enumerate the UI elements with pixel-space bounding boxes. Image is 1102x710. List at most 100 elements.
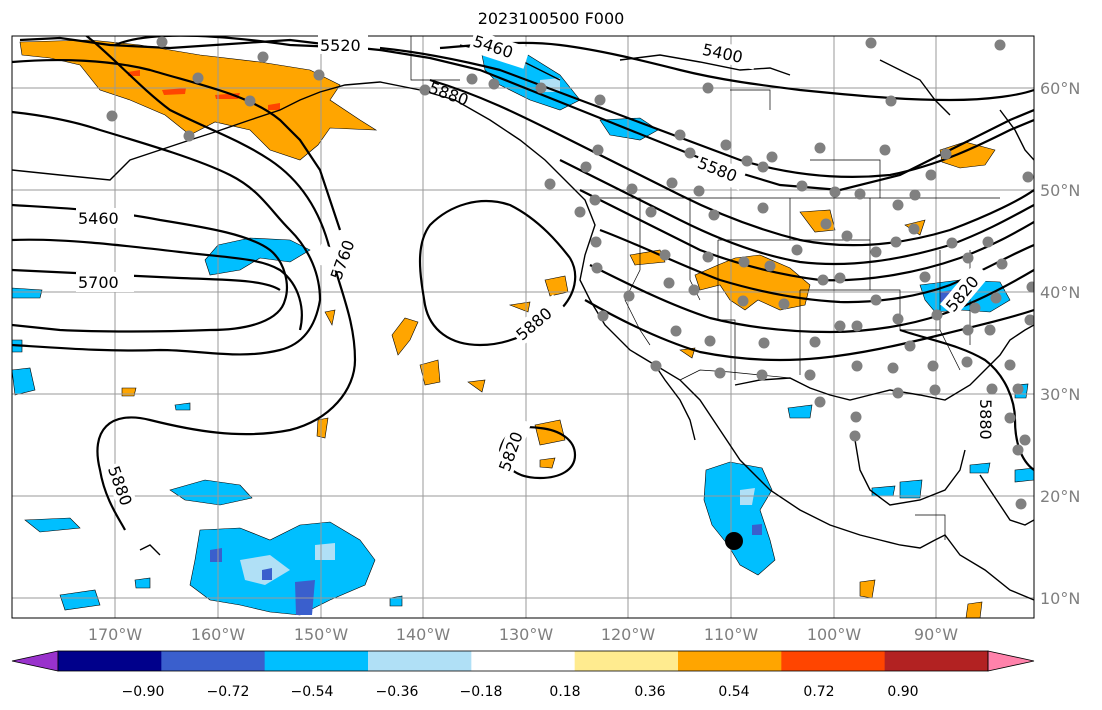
contour-label: 5700 bbox=[78, 273, 119, 292]
station-marker bbox=[738, 256, 750, 268]
station-marker bbox=[870, 294, 882, 306]
station-marker bbox=[1024, 314, 1034, 326]
colorbar-outline bbox=[57, 650, 989, 672]
contour-label: 5880 bbox=[976, 399, 995, 440]
station-marker bbox=[688, 284, 700, 296]
highlight-marker bbox=[725, 532, 743, 550]
station-marker bbox=[961, 356, 973, 368]
colorbar-tick-label: −0.54 bbox=[291, 684, 334, 700]
station-marker bbox=[684, 147, 696, 159]
station-marker bbox=[756, 369, 768, 381]
colorbar-bin bbox=[264, 651, 369, 671]
station-marker bbox=[1012, 444, 1024, 456]
station-marker bbox=[693, 185, 705, 197]
station-marker bbox=[919, 271, 931, 283]
colorbar-bin bbox=[781, 651, 886, 671]
station-marker bbox=[659, 249, 671, 261]
station-marker bbox=[702, 82, 714, 94]
map-title: 2023100500 F000 bbox=[477, 9, 625, 28]
colorbar-labels: −0.90 −0.72 −0.54 −0.36 −0.18 0.18 0.36 … bbox=[122, 684, 919, 700]
lat-label: 60°N bbox=[1040, 79, 1080, 98]
station-marker bbox=[814, 142, 826, 154]
lon-label: 170°W bbox=[88, 625, 143, 644]
plot-border bbox=[11, 35, 1035, 619]
lat-label: 20°N bbox=[1040, 487, 1080, 506]
station-marker bbox=[757, 202, 769, 214]
station-marker bbox=[156, 36, 168, 48]
lon-label: 110°W bbox=[704, 625, 759, 644]
station-marker bbox=[1012, 383, 1024, 395]
station-marker bbox=[674, 129, 686, 141]
station-marker bbox=[982, 236, 994, 248]
station-marker bbox=[904, 340, 916, 352]
colorbar-tick-label: 0.72 bbox=[803, 684, 834, 700]
station-marker bbox=[879, 144, 891, 156]
station-marker bbox=[1015, 498, 1027, 510]
colorbar-tick-label: 0.36 bbox=[634, 684, 665, 700]
colorbar-bin bbox=[471, 651, 576, 671]
station-marker bbox=[720, 139, 732, 151]
lat-label: 30°N bbox=[1040, 385, 1080, 404]
station-marker bbox=[663, 277, 675, 289]
colorbar-tick-label: −0.72 bbox=[207, 684, 250, 700]
station-marker bbox=[931, 309, 943, 321]
station-marker bbox=[590, 236, 602, 248]
station-marker bbox=[892, 387, 904, 399]
lon-label: 160°W bbox=[191, 625, 246, 644]
colorbar-tick-label: 0.90 bbox=[887, 684, 918, 700]
colorbar bbox=[11, 650, 1035, 672]
longitude-labels: 170°W 160°W 150°W 140°W 130°W 120°W 110°… bbox=[88, 625, 958, 644]
station-marker bbox=[796, 180, 808, 192]
station-marker bbox=[702, 251, 714, 263]
station-marker bbox=[758, 337, 770, 349]
station-marker bbox=[244, 95, 256, 107]
station-marker bbox=[890, 236, 902, 248]
lon-label: 90°W bbox=[914, 625, 958, 644]
station-marker bbox=[592, 144, 604, 156]
lon-label: 150°W bbox=[294, 625, 349, 644]
station-marker bbox=[741, 155, 753, 167]
colorbar-over-extension bbox=[987, 650, 1035, 672]
station-marker bbox=[544, 178, 556, 190]
station-marker bbox=[851, 360, 863, 372]
station-marker bbox=[892, 199, 904, 211]
colorbar-tick-label: −0.90 bbox=[122, 684, 165, 700]
lat-label: 50°N bbox=[1040, 181, 1080, 200]
station-marker bbox=[809, 336, 821, 348]
station-marker bbox=[865, 37, 877, 49]
station-marker bbox=[817, 274, 829, 286]
station-marker bbox=[834, 320, 846, 332]
station-marker bbox=[192, 72, 204, 84]
station-marker bbox=[645, 206, 657, 218]
station-marker bbox=[909, 189, 921, 201]
station-marker bbox=[962, 324, 974, 336]
station-marker bbox=[969, 302, 981, 314]
station-marker bbox=[850, 411, 862, 423]
lon-label: 140°W bbox=[396, 625, 451, 644]
station-marker bbox=[580, 161, 592, 173]
station-marker bbox=[940, 148, 952, 160]
station-marker bbox=[990, 292, 1002, 304]
station-marker bbox=[814, 396, 826, 408]
station-marker bbox=[1004, 359, 1016, 371]
colorbar-tick-label: 0.18 bbox=[549, 684, 580, 700]
colorbar-tick-label: 0.54 bbox=[718, 684, 749, 700]
strong-negative-shading bbox=[210, 290, 952, 615]
station-marker bbox=[885, 95, 897, 107]
station-marker bbox=[257, 51, 269, 63]
station-marker bbox=[313, 69, 325, 81]
colorbar-bin bbox=[884, 651, 989, 671]
station-marker bbox=[574, 206, 586, 218]
station-marker bbox=[829, 186, 841, 198]
station-marker bbox=[841, 230, 853, 242]
station-marker bbox=[778, 298, 790, 310]
station-marker bbox=[1026, 281, 1034, 293]
station-marker bbox=[766, 151, 778, 163]
station-marker bbox=[851, 320, 863, 332]
station-marker bbox=[927, 360, 939, 372]
station-marker bbox=[870, 246, 882, 258]
station-marker bbox=[994, 39, 1006, 51]
station-marker bbox=[834, 272, 846, 284]
station-marker bbox=[854, 188, 866, 200]
